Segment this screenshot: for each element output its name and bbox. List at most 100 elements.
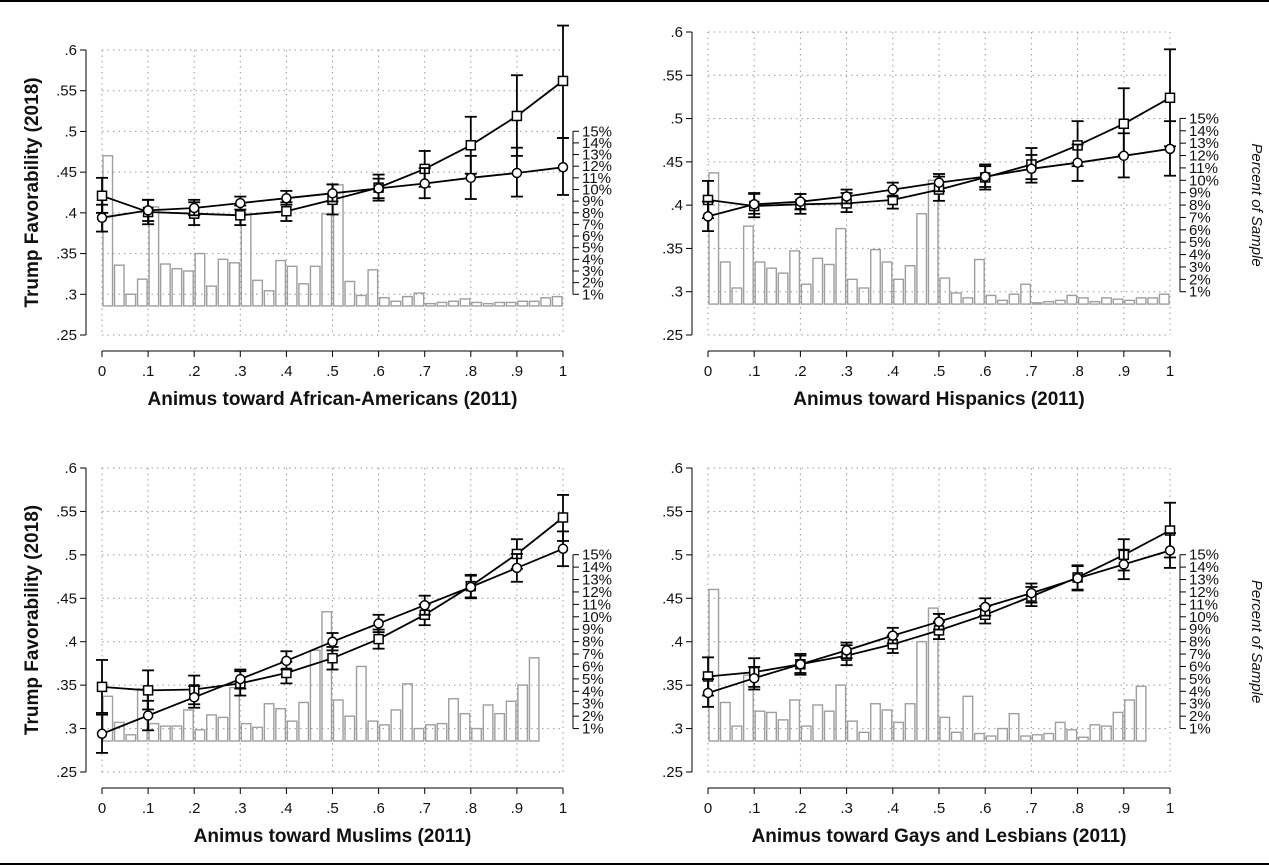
histogram-bar <box>881 709 893 742</box>
y2-tick-label: 4% <box>582 683 604 700</box>
y-tick-label: .5 <box>64 547 77 564</box>
x-tick-label: .2 <box>188 363 201 380</box>
x-tick-label: .1 <box>142 363 155 380</box>
y2-tick-label: 12% <box>1189 584 1219 601</box>
histogram-bar <box>1135 685 1147 742</box>
histogram-bar <box>459 298 471 307</box>
x-tick-label: .1 <box>142 800 155 817</box>
histogram-bar <box>240 722 252 742</box>
histogram-bar <box>1020 283 1032 305</box>
y-tick-label: .4 <box>64 634 77 651</box>
histogram-bar <box>332 699 344 742</box>
histogram-bar <box>482 704 494 742</box>
histogram-bar <box>1066 294 1078 305</box>
histogram-bar <box>1054 299 1066 305</box>
y-tick-label: .4 <box>64 205 77 222</box>
histogram-bar <box>893 721 905 742</box>
y2-tick-label: 15% <box>582 547 612 564</box>
histogram-bar <box>551 295 563 307</box>
histogram-bar <box>870 703 881 742</box>
histogram-bar <box>1112 298 1124 305</box>
histogram-bar <box>1054 721 1066 742</box>
x-tick-label: .4 <box>280 800 293 817</box>
y2-tick-label: 4% <box>582 251 604 268</box>
histogram-bar <box>309 265 321 307</box>
point-marker <box>188 202 200 214</box>
point-marker <box>188 692 200 703</box>
point-marker <box>887 184 899 195</box>
histogram-bar <box>846 720 858 742</box>
histogram-bar <box>298 701 310 742</box>
y-tick-label: .55 <box>56 503 77 520</box>
x-tick-label: .6 <box>372 800 385 817</box>
histogram-bar <box>367 269 379 307</box>
histogram-bar <box>973 732 985 742</box>
point-marker <box>511 562 523 574</box>
x-tick-label: .8 <box>465 363 478 380</box>
point-marker <box>887 630 899 641</box>
y2-tick-label: 6% <box>582 228 604 245</box>
x-tick-label: .6 <box>979 800 992 817</box>
histogram-bar <box>102 695 114 742</box>
y2-tick-label: 3% <box>582 263 604 280</box>
histogram-bar <box>390 300 402 307</box>
point-marker <box>373 633 384 645</box>
y2-tick-label: 5% <box>582 671 604 688</box>
histogram-bar <box>344 280 356 307</box>
y2-tick-label: 6% <box>1189 222 1211 239</box>
y2-tick-label: 1% <box>582 286 604 303</box>
x-tick-label: .3 <box>840 363 853 380</box>
histogram-bar <box>459 712 471 742</box>
histogram-bar <box>413 292 425 307</box>
histogram-bar <box>812 257 824 305</box>
point-marker <box>327 652 338 664</box>
series-square <box>96 494 569 714</box>
histogram-bar <box>528 300 540 307</box>
point-marker <box>557 512 569 523</box>
y-tick-label: .6 <box>670 460 683 477</box>
point-marker <box>841 191 852 202</box>
y-tick-label: .5 <box>64 123 77 140</box>
point-marker <box>1164 143 1176 155</box>
point-marker <box>1164 545 1176 556</box>
histogram-bar <box>742 225 754 305</box>
y2-tick-label: 11% <box>1189 160 1218 177</box>
point-marker <box>933 177 945 188</box>
series-square <box>702 48 1176 220</box>
histogram-bar <box>731 287 743 305</box>
histogram-bar <box>413 727 425 742</box>
series-circle <box>702 120 1176 233</box>
histogram-bar <box>1008 293 1020 305</box>
histogram-bar <box>719 701 731 742</box>
histogram-bar <box>997 727 1009 742</box>
y2-tick-label: 2% <box>582 275 604 292</box>
point-marker <box>557 162 569 173</box>
histogram-bar <box>263 290 275 307</box>
histogram-bar <box>436 301 448 307</box>
y2-axis-title: Percent of Sample <box>1248 143 1265 266</box>
x-tick-label: .7 <box>1025 363 1038 380</box>
x-tick-label: .9 <box>1118 800 1131 817</box>
point-marker <box>96 728 108 740</box>
histogram-bar <box>148 206 160 307</box>
y2-tick-label: 9% <box>1189 185 1211 202</box>
y2-tick-label: 14% <box>1189 559 1219 576</box>
y2-tick-label: 8% <box>1189 634 1211 651</box>
point-marker <box>702 687 714 699</box>
histogram-bar <box>136 278 148 307</box>
y2-tick-label: 3% <box>1189 259 1211 276</box>
histogram-bar <box>355 294 367 307</box>
x-tick-label: .6 <box>372 363 385 380</box>
histogram-bar <box>708 172 720 305</box>
histogram-bar <box>471 301 483 307</box>
point-marker <box>1072 573 1083 584</box>
histogram-bar <box>517 300 529 307</box>
y2-tick-label: 10% <box>1189 609 1219 626</box>
y-tick-label: .55 <box>662 503 683 520</box>
histogram-bar <box>962 695 974 742</box>
histogram-bar <box>1089 724 1101 742</box>
histogram-bar <box>997 299 1009 305</box>
x-tick-label: .2 <box>794 800 807 817</box>
histogram-bar <box>719 261 731 305</box>
histogram-bar <box>742 674 754 742</box>
